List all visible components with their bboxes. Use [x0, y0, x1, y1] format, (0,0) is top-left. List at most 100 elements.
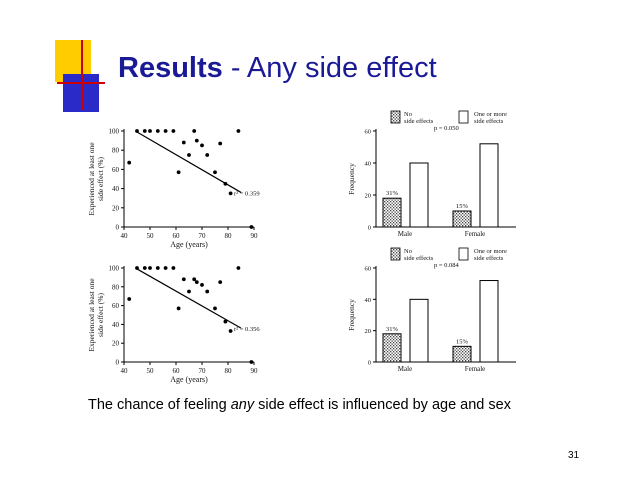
caption-post: side effect is influenced by age and sex: [254, 397, 511, 413]
data-point: [127, 297, 132, 301]
data-point: [218, 141, 223, 146]
y-tick-label: 0: [368, 360, 371, 367]
bar-data-label: 15%: [456, 338, 469, 345]
y-tick-label: 0: [116, 224, 120, 232]
x-tick-label: Male: [398, 365, 412, 373]
x-tick-label: 40: [121, 367, 129, 375]
data-point: [142, 266, 147, 270]
x-tick-label: 70: [199, 232, 207, 240]
data-point: [176, 306, 181, 311]
data-point: [223, 319, 228, 324]
x-tick-label: 70: [199, 367, 207, 375]
bar-data-label: 31%: [386, 190, 399, 197]
y-tick-label: 60: [112, 166, 120, 174]
y-tick-label: 60: [112, 302, 120, 310]
y-axis-label: Experienced at least one: [87, 278, 96, 352]
bar: [479, 280, 499, 363]
legend-label: One or more: [474, 111, 507, 118]
y-tick-label: 40: [365, 161, 372, 168]
trend-line: [136, 131, 242, 193]
data-point: [155, 266, 160, 270]
legend-label: side effects: [474, 118, 504, 125]
data-point: [135, 129, 139, 133]
y-axis-label: side effect (%): [96, 157, 105, 202]
y-axis-label: Frequency: [347, 299, 356, 331]
bar: [452, 210, 472, 228]
y-tick-label: 40: [365, 297, 372, 304]
data-point: [142, 129, 147, 133]
title-rest: - Any side effect: [222, 52, 437, 84]
page-number: 31: [568, 450, 580, 461]
data-point: [236, 266, 241, 270]
data-point: [148, 129, 152, 133]
x-tick-label: 80: [225, 232, 233, 240]
x-axis-label: Age (years): [170, 240, 208, 249]
x-tick-label: Female: [465, 365, 486, 373]
legend-swatch-hatched: [390, 110, 401, 124]
y-tick-label: 100: [109, 128, 120, 136]
legend-label: No: [404, 248, 412, 255]
p-value-annotation: p = 0.050: [434, 125, 459, 132]
y-tick-label: 80: [112, 147, 120, 155]
data-point: [171, 129, 176, 133]
x-tick-label: 40: [121, 232, 129, 240]
y-tick-label: 80: [112, 283, 120, 291]
y-tick-label: 20: [112, 204, 120, 212]
data-point: [181, 277, 186, 282]
x-tick-label: Female: [465, 230, 486, 238]
x-tick-label: 80: [225, 367, 233, 375]
data-point: [163, 266, 168, 270]
slide-caption: The chance of feeling any side effect is…: [88, 397, 511, 413]
y-tick-label: 20: [112, 340, 120, 348]
x-tick-label: 90: [251, 367, 259, 375]
data-point: [228, 329, 233, 333]
data-point: [163, 129, 168, 133]
bar-data-label: 15%: [456, 203, 469, 210]
x-tick-label: Male: [398, 230, 412, 238]
x-tick-label: 60: [173, 232, 181, 240]
legend-label: side effects: [404, 118, 434, 125]
data-point: [213, 170, 217, 175]
legend-label: One or more: [474, 248, 507, 255]
accent-red-line-vertical: [81, 40, 83, 110]
legend-label: side effects: [474, 255, 504, 262]
r-squared-annotation: r² = 0.359: [234, 190, 260, 197]
x-tick-label: 90: [251, 232, 259, 240]
data-point: [228, 191, 233, 196]
data-point: [249, 225, 254, 229]
y-tick-label: 40: [112, 321, 120, 329]
r-squared-annotation: r² = 0.356: [234, 326, 260, 333]
bar: [382, 197, 402, 228]
data-point: [223, 181, 228, 186]
y-tick-label: 0: [368, 225, 371, 232]
trend-line: [136, 268, 242, 329]
data-point: [135, 266, 139, 270]
bar: [409, 298, 429, 363]
data-point: [194, 138, 199, 143]
legend-label: No: [404, 111, 412, 118]
bar: [452, 345, 472, 363]
accent-red-line-horizontal: [57, 82, 105, 84]
x-tick-label: 60: [173, 367, 181, 375]
data-point: [194, 280, 199, 284]
data-point: [192, 277, 197, 282]
data-point: [205, 153, 210, 157]
title-bold: Results: [118, 52, 223, 84]
data-point: [171, 266, 176, 270]
data-point: [200, 143, 204, 148]
data-point: [218, 280, 223, 284]
y-axis-label: Experienced at least one: [87, 142, 96, 216]
y-tick-label: 20: [365, 328, 372, 335]
data-point: [192, 129, 197, 133]
data-point: [127, 160, 132, 165]
y-tick-label: 40: [112, 185, 120, 193]
data-point: [249, 360, 254, 364]
y-tick-label: 100: [109, 265, 120, 273]
y-tick-label: 0: [116, 359, 120, 367]
legend-swatch-hatched: [390, 247, 401, 261]
data-point: [176, 170, 181, 175]
bar: [409, 162, 429, 228]
page-title: Results - Any side effect: [118, 52, 437, 85]
